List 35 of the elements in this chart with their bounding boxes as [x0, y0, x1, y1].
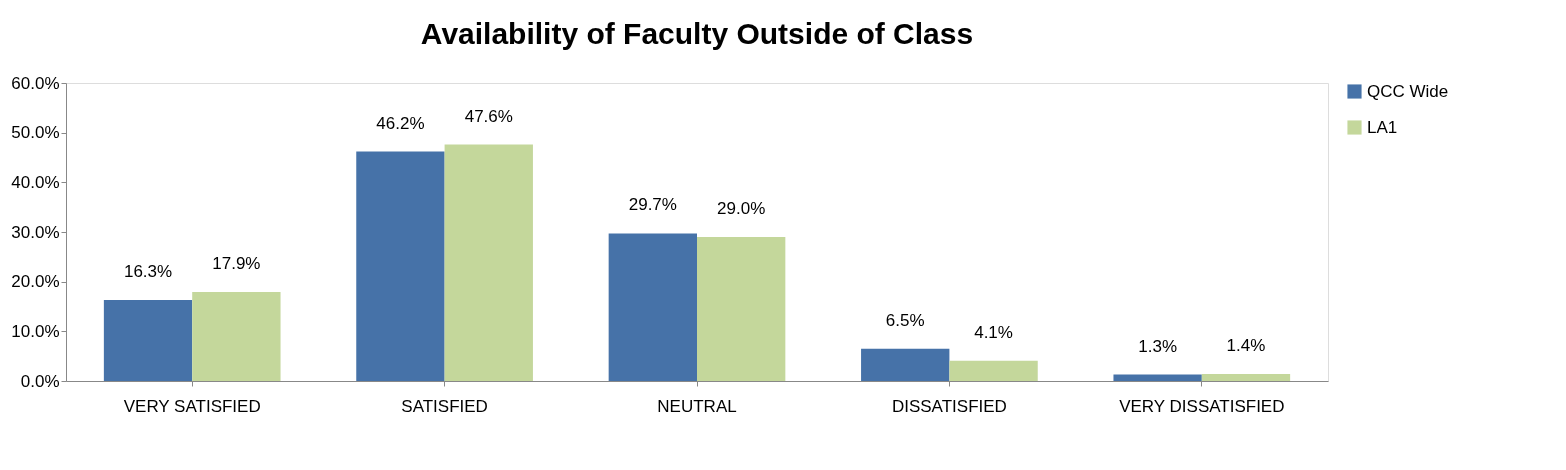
data-label: 17.9%: [212, 254, 261, 274]
y-tick-label: 0.0%: [20, 371, 60, 391]
bar: [861, 348, 950, 381]
bar: [444, 144, 533, 381]
x-tick-label: VERY DISSATISFIED: [1119, 396, 1285, 416]
data-label: 47.6%: [464, 106, 513, 126]
y-tick-label: 50.0%: [11, 123, 60, 143]
data-label: 46.2%: [376, 113, 425, 133]
chart-title: Availability of Faculty Outside of Class: [420, 17, 974, 50]
y-tick-label: 60.0%: [11, 73, 60, 93]
y-tick-label: 10.0%: [11, 321, 60, 341]
bar: [1113, 374, 1202, 381]
data-label: 16.3%: [123, 262, 173, 282]
data-label: 4.1%: [974, 322, 1013, 342]
bar: [608, 233, 697, 381]
y-tick-label: 40.0%: [11, 172, 60, 192]
bar: [697, 236, 786, 381]
data-label: 29.7%: [628, 195, 677, 215]
bar: [1201, 374, 1291, 381]
bar: [949, 360, 1038, 381]
x-tick-label: DISSATISFIED: [891, 396, 1007, 416]
x-tick-label: SATISFIED: [401, 396, 488, 416]
data-label: 1.3%: [1138, 336, 1178, 356]
bar: [356, 151, 445, 381]
data-label: 6.5%: [885, 310, 925, 330]
legend-label: LA1: [1367, 117, 1398, 137]
x-tick-label: VERY SATISFIED: [123, 396, 261, 416]
x-tick-label: NEUTRAL: [657, 396, 737, 416]
bar: [192, 292, 281, 381]
legend-label: QCC Wide: [1367, 81, 1449, 101]
data-label: 29.0%: [717, 198, 766, 218]
y-tick-label: 20.0%: [11, 272, 60, 292]
y-tick-label: 30.0%: [11, 222, 60, 242]
bar: [103, 300, 193, 381]
data-label: 1.4%: [1226, 336, 1266, 356]
